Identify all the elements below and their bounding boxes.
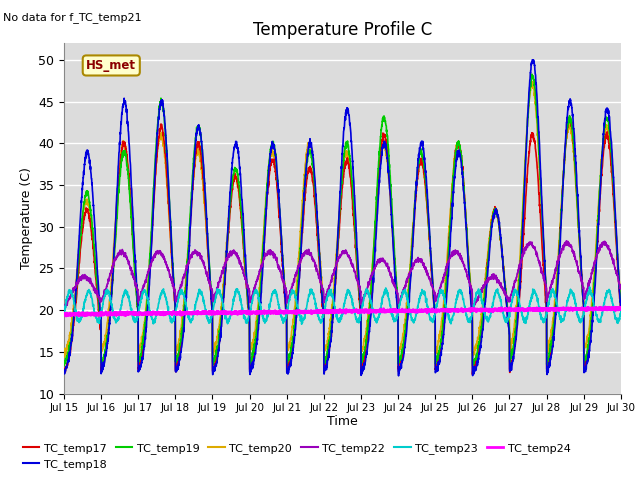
Title: Temperature Profile C: Temperature Profile C	[253, 21, 432, 39]
Y-axis label: Temperature (C): Temperature (C)	[20, 168, 33, 269]
X-axis label: Time: Time	[327, 415, 358, 428]
Legend: TC_temp17, TC_temp18, TC_temp19, TC_temp20, TC_temp22, TC_temp23, TC_temp24: TC_temp17, TC_temp18, TC_temp19, TC_temp…	[19, 438, 575, 474]
Text: HS_met: HS_met	[86, 59, 136, 72]
Text: No data for f_TC_temp21: No data for f_TC_temp21	[3, 12, 142, 23]
